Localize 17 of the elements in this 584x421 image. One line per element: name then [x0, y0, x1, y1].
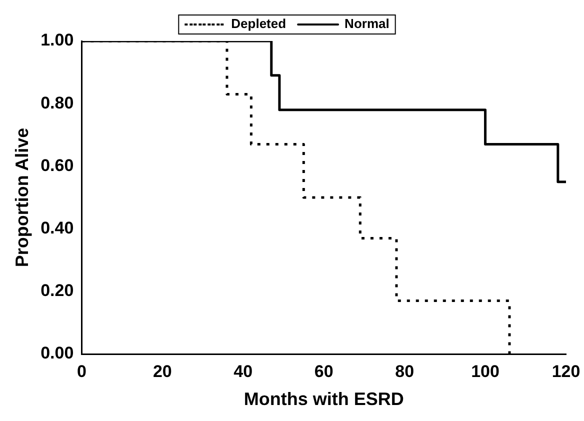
x-tick-label: 40 [234, 362, 253, 381]
x-tick-label: 20 [152, 362, 172, 381]
y-tick-label: 0.40 [40, 218, 74, 238]
x-tick-label: 60 [314, 362, 334, 381]
y-tick-label: 0.60 [40, 156, 74, 175]
y-axis-title: Proportion Alive [12, 128, 32, 268]
legend-label: Depleted [231, 16, 286, 32]
y-tick-label: 0.80 [40, 93, 74, 112]
y-tick-label: 0.20 [40, 281, 74, 300]
x-tick-label: 80 [395, 362, 414, 381]
y-tick-label: 0.00 [40, 344, 74, 363]
x-tick-label: 100 [471, 362, 500, 381]
y-tick-label: 1.00 [40, 30, 74, 50]
x-axis-title: Months with ESRD [244, 389, 404, 410]
legend-label: Normal [344, 16, 390, 32]
x-tick-label: 120 [552, 362, 580, 381]
x-tick-label: 0 [76, 362, 86, 381]
